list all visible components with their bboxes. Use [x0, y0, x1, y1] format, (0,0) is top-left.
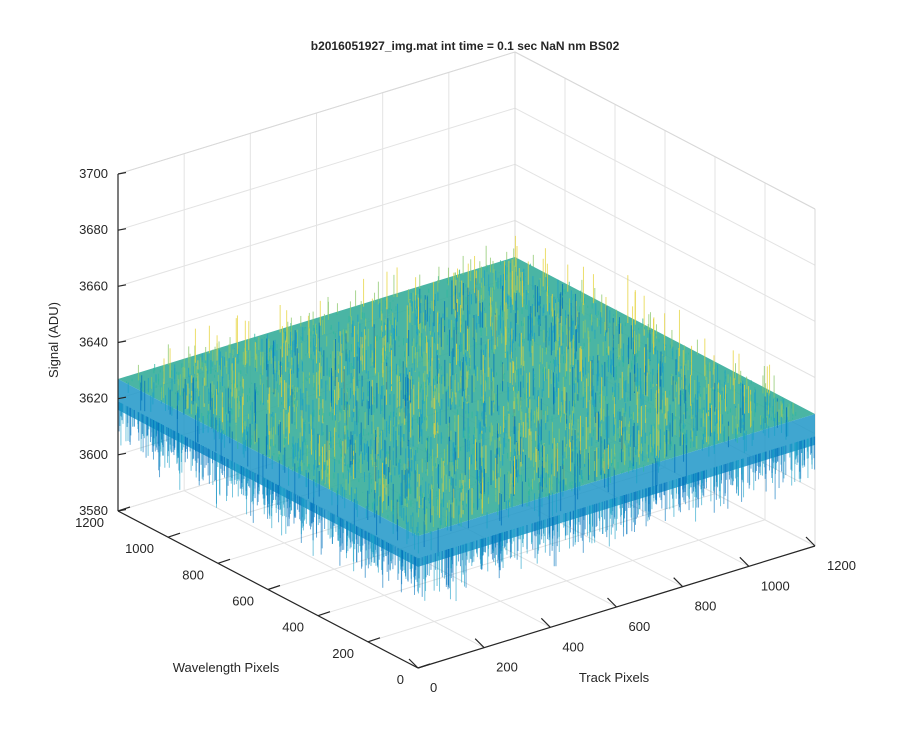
z-tick	[117, 340, 127, 344]
x-tick-label: 1200	[827, 558, 856, 573]
back-wall-gridline	[117, 107, 516, 231]
side-wall-gridline	[514, 107, 816, 266]
x-tick	[474, 638, 485, 649]
x-tick-label: 400	[562, 639, 584, 654]
x-tick	[805, 536, 816, 547]
z-tick-label: 3620	[79, 391, 108, 406]
y-axis-label: Wavelength Pixels	[173, 660, 280, 675]
side-wall-gridline	[514, 220, 816, 378]
y-tick	[217, 558, 231, 564]
back-wall-gridline	[117, 220, 516, 343]
y-tick	[267, 584, 281, 591]
surface-top	[118, 257, 815, 537]
side-wall-gridline	[514, 163, 816, 322]
ticks: 3580 3600 3620 3640 3660 3680 3700 0 200 400 600 80…	[75, 166, 856, 695]
surface	[118, 235, 816, 602]
z-tick	[117, 284, 127, 287]
y-tick-label: 1200	[75, 515, 104, 530]
y-tick	[417, 663, 431, 669]
x-tick	[540, 617, 551, 628]
x-tick	[607, 597, 617, 608]
z-tick-label: 3580	[79, 503, 108, 518]
z-tick-label: 3660	[79, 278, 108, 293]
chart-title: b2016051927_img.mat int time = 0.1 sec N…	[311, 39, 620, 53]
x-tick-label: 600	[629, 619, 651, 634]
z-axis-label: Signal (ADU)	[46, 302, 61, 378]
z-tick	[117, 228, 127, 231]
y-tick-label: 400	[282, 620, 304, 635]
y-tick-label: 1000	[125, 541, 154, 556]
z-tick-label: 3600	[79, 447, 108, 462]
y-tick-label: 600	[232, 594, 254, 609]
x-tick	[673, 577, 684, 588]
box-edge	[514, 51, 816, 210]
y-tick	[167, 532, 181, 538]
floor-gridline	[367, 519, 766, 643]
y-tick	[317, 611, 331, 617]
z-tick-label: 3640	[79, 335, 108, 350]
z-tick	[117, 396, 127, 400]
z-tick-label: 3680	[79, 222, 108, 237]
x-tick-label: 1000	[761, 578, 790, 593]
x-tick-label: 0	[430, 680, 437, 695]
y-tick	[117, 506, 131, 512]
y-tick-label: 200	[332, 646, 354, 661]
z-tick-label: 3700	[79, 166, 108, 181]
box-edge	[117, 51, 516, 175]
x-tick	[739, 556, 750, 567]
y-tick-label: 0	[397, 672, 404, 687]
x-tick	[408, 658, 419, 669]
back-wall-gridline	[117, 163, 516, 287]
y-tick-label: 800	[182, 567, 204, 582]
y-tick	[367, 637, 381, 643]
z-tick	[117, 452, 127, 456]
x-tick-label: 200	[496, 660, 518, 675]
x-tick-label: 800	[695, 599, 717, 614]
x-axis-label: Track Pixels	[579, 670, 650, 685]
z-tick	[117, 171, 127, 175]
